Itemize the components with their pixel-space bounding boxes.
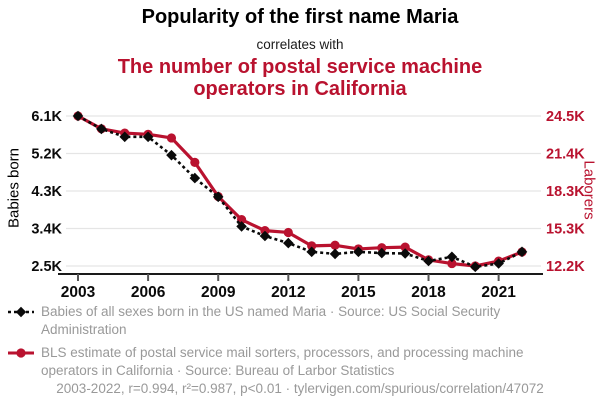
svg-text:3.4K: 3.4K (31, 222, 62, 238)
svg-text:2015: 2015 (341, 284, 376, 300)
secondary-title: The number of postal service machine ope… (117, 56, 483, 100)
svg-text:2021: 2021 (481, 284, 516, 300)
tick-labels: 6.1K 24.5K 5.2K 21.4K 4.3K 18.3K 3.4K 15.3K 2.5K… (31, 109, 585, 275)
svg-text:2.5K: 2.5K (31, 259, 62, 275)
svg-text:2018: 2018 (411, 284, 446, 300)
svg-text:18.3K: 18.3K (546, 184, 585, 200)
svg-text:24.5K: 24.5K (546, 109, 585, 125)
svg-text:2009: 2009 (201, 284, 236, 300)
svg-text:2012: 2012 (271, 284, 305, 300)
legend-item-maria: Babies of all sexes born in the US named… (8, 303, 583, 339)
black-diamond-dashed-line-icon (8, 306, 34, 318)
svg-text:2003: 2003 (61, 284, 96, 300)
svg-text:15.3K: 15.3K (546, 222, 585, 238)
legend-item-laborers: BLS estimate of postal service mail sort… (8, 344, 583, 380)
red-circle-solid-line-icon (8, 348, 34, 358)
legend-label-laborers: BLS estimate of postal service mail sort… (41, 345, 524, 378)
x-axis: 2003 2006 2009 2012 2015 2018 2021 (58, 273, 543, 300)
line-chart: 2003 2006 2009 2012 2015 2018 2021 6.1K 24.5K 5.… (31, 109, 585, 300)
svg-text:5.2K: 5.2K (31, 147, 62, 163)
legend-label-maria: Babies of all sexes born in the US named… (41, 304, 501, 337)
svg-text:2006: 2006 (131, 284, 166, 300)
right-axis-title: Laborers (580, 160, 598, 220)
svg-text:12.2K: 12.2K (546, 259, 585, 275)
svg-text:6.1K: 6.1K (31, 109, 62, 125)
correlates-with-label: correlates with (256, 37, 344, 52)
stats-and-source-url: 2003-2022, r=0.994, r²=0.987, p<0.01 · t… (56, 381, 544, 396)
left-axis-title: Babies born (5, 147, 23, 229)
page-title: Popularity of the first name Maria (141, 6, 459, 28)
svg-text:21.4K: 21.4K (546, 147, 585, 163)
svg-text:4.3K: 4.3K (31, 184, 62, 200)
data-series (72, 110, 528, 273)
legend: Babies of all sexes born in the US named… (8, 303, 583, 385)
gridlines (66, 115, 541, 267)
